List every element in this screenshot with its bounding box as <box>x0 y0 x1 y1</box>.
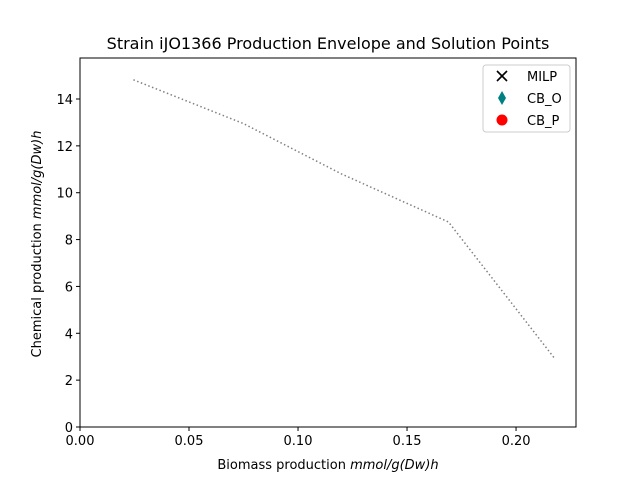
y-tick-label: 6 <box>65 280 73 295</box>
y-axis-title: Chemical production mmol/g(Dw)h <box>30 131 45 358</box>
chart-title: Strain iJO1366 Production Envelope and S… <box>107 34 550 53</box>
production-envelope-line <box>133 79 555 359</box>
legend-diamond-marker <box>498 91 506 105</box>
legend-label: MILP <box>527 70 557 85</box>
x-axis-title-units: mmol/g(Dw)h <box>350 458 439 473</box>
y-tick-label: 8 <box>65 234 73 249</box>
legend-x-marker <box>496 70 508 82</box>
y-tick-label: 4 <box>65 327 73 342</box>
y-tick-label: 12 <box>56 140 73 155</box>
legend-circle-marker <box>496 114 508 126</box>
y-tick-label: 2 <box>65 374 73 389</box>
x-tick-label: 0.20 <box>502 434 531 449</box>
plot-frame <box>79 57 577 428</box>
x-tick-label: 0.05 <box>175 434 204 449</box>
y-tick-label: 14 <box>56 93 73 108</box>
y-tick-label: 0 <box>65 421 73 436</box>
plot-area: 0.00 0.05 0.10 0.15 0.20 0 2 4 6 8 10 12 14 <box>56 57 577 449</box>
x-tick-label: 0.15 <box>393 434 422 449</box>
x-tick-label: 0.00 <box>66 434 95 449</box>
x-axis-title: Biomass production mmol/g(Dw)h <box>217 458 438 473</box>
x-axis-title-text: Biomass production <box>217 458 350 473</box>
legend-label: CB_O <box>527 92 562 107</box>
y-axis-title-text: Chemical production <box>30 219 45 357</box>
y-axis-title-units: mmol/g(Dw)h <box>30 131 45 220</box>
legend: MILP CB_O CB_P <box>482 64 571 133</box>
legend-label: CB_P <box>527 114 559 129</box>
x-tick-label: 0.10 <box>284 434 313 449</box>
y-tick-label: 10 <box>56 187 73 202</box>
